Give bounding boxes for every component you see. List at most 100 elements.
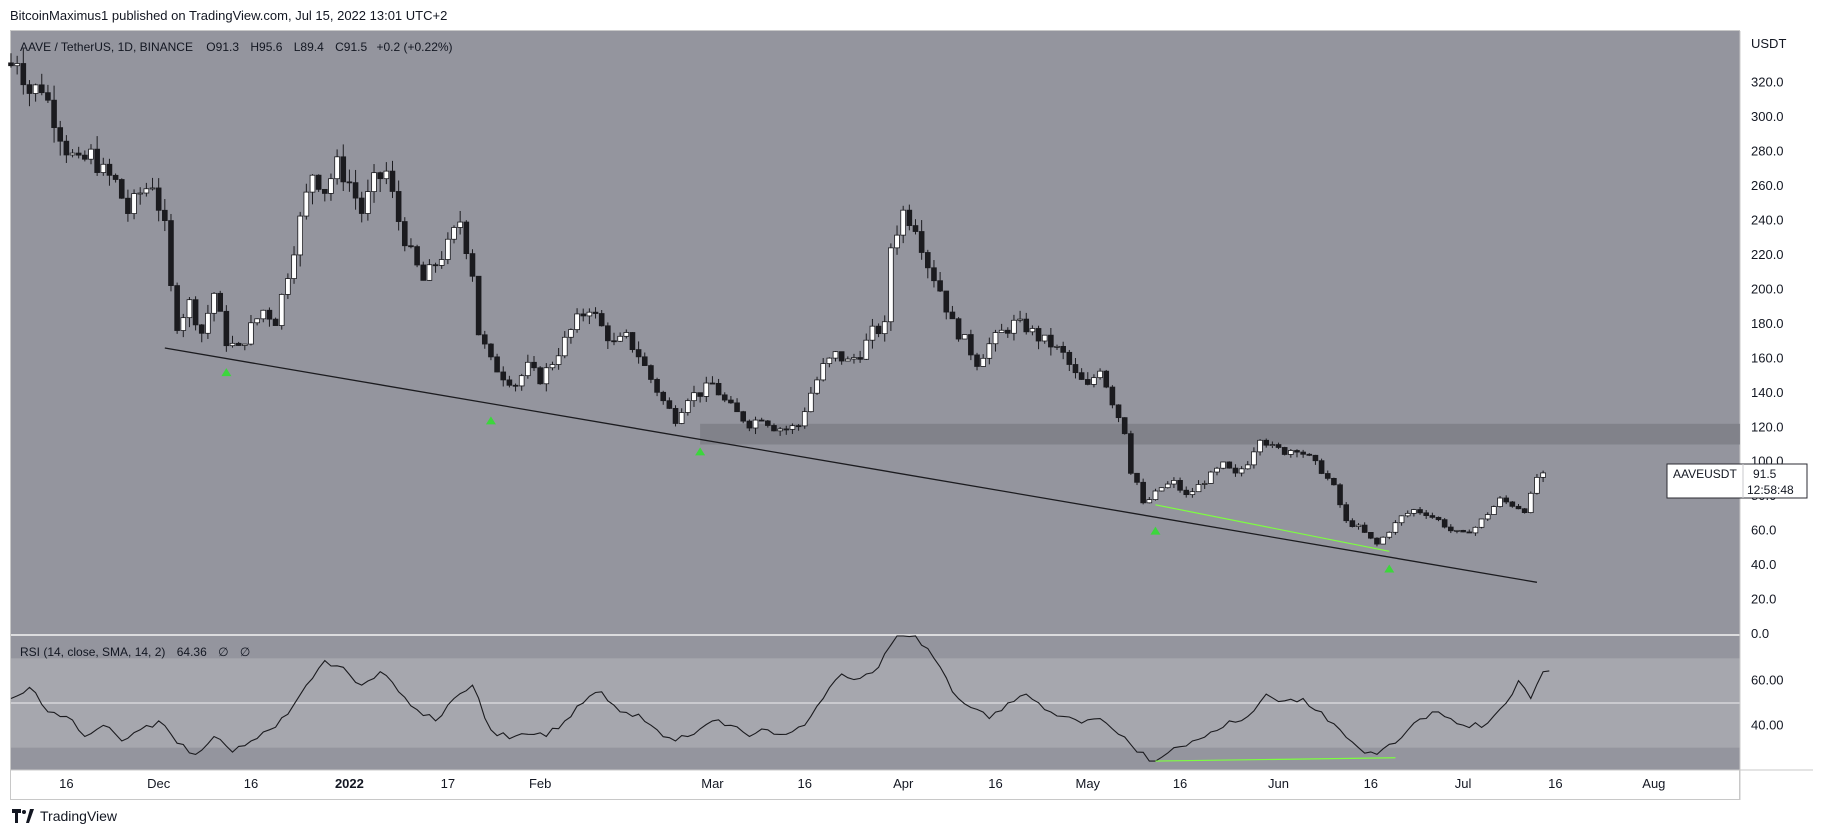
candle-body (186, 299, 193, 319)
candle-body (814, 379, 820, 394)
candle (481, 330, 488, 349)
candle (888, 243, 894, 331)
candle (746, 419, 753, 432)
candle-body (106, 163, 113, 176)
candle-body (1152, 490, 1159, 501)
candle (94, 136, 100, 176)
candle (463, 220, 470, 260)
candle (395, 180, 402, 231)
candle-body (408, 245, 414, 248)
chart-canvas[interactable]: 0.020.040.060.080.0100.0120.0140.0160.01… (0, 0, 1824, 800)
candle (1023, 312, 1030, 335)
candle (1392, 520, 1399, 535)
support-markers (221, 368, 1395, 573)
candle-body (875, 325, 882, 335)
candle-body (205, 312, 211, 334)
candle-body (260, 309, 267, 320)
candle-body (611, 340, 617, 343)
candle-body (906, 209, 913, 226)
candle (494, 353, 500, 373)
candle-body (414, 246, 420, 266)
time-axis-tick-label: Jul (1455, 776, 1472, 791)
candle-body (1380, 536, 1386, 545)
candle-body (1066, 351, 1073, 365)
candle (1152, 488, 1159, 501)
candle (1521, 507, 1528, 514)
candle (1171, 477, 1177, 489)
candle-body (395, 191, 402, 222)
candle (358, 191, 365, 223)
candle (149, 177, 156, 191)
candle-body (346, 181, 353, 184)
candle-body (660, 391, 667, 402)
candle-body (740, 411, 747, 422)
candle (82, 150, 88, 162)
candle-body (451, 227, 457, 240)
candle-body (278, 294, 285, 326)
candle-body (1134, 472, 1140, 483)
candle-body (598, 313, 605, 327)
candle-body (137, 192, 144, 195)
candle-body (309, 174, 316, 193)
candle (863, 333, 870, 361)
candle-body (1429, 515, 1436, 518)
candle (851, 353, 857, 364)
candle (685, 398, 691, 416)
candle (845, 356, 851, 362)
plot-background (11, 31, 1814, 800)
candle (1158, 487, 1165, 492)
candle-body (1509, 501, 1516, 507)
candle-body (1349, 520, 1356, 527)
candle-body (1534, 476, 1540, 494)
candle-body (685, 400, 691, 413)
candle (334, 149, 340, 185)
candle (137, 187, 144, 205)
candle (315, 174, 322, 192)
candle-body (1312, 454, 1319, 462)
candle-body (1374, 537, 1380, 545)
candle (469, 249, 476, 282)
candle-body (1275, 444, 1282, 448)
candle (432, 262, 439, 273)
candle (1417, 506, 1423, 515)
candle (1343, 502, 1350, 524)
candle (1324, 470, 1331, 481)
candle-body (1503, 497, 1509, 503)
candle-body (162, 209, 168, 221)
candle-body (1263, 439, 1270, 446)
resistance-zone (700, 423, 1740, 445)
candle-body (118, 179, 125, 199)
candle-body (1294, 450, 1300, 453)
candle-body (32, 84, 39, 94)
candle-body (445, 238, 451, 260)
candle-body (1368, 532, 1374, 539)
legend-close-key: C (335, 40, 344, 54)
footer-brand[interactable]: TradingView (12, 808, 117, 824)
candle (500, 366, 507, 387)
candle (1466, 529, 1473, 534)
candle-body (432, 264, 439, 267)
candle (543, 363, 550, 392)
time-axis-tick-label: 16 (1548, 776, 1562, 791)
candle-body (894, 234, 900, 249)
candle (106, 158, 113, 186)
candle-body (1072, 364, 1079, 374)
footer-brand-label: TradingView (40, 808, 118, 824)
time-axis-tick-label: 16 (798, 776, 812, 791)
candle (38, 73, 45, 96)
rsi-axis-tick-label: 40.00 (1751, 717, 1784, 732)
candle-body (217, 292, 224, 312)
candle-body (943, 290, 950, 313)
candle (568, 328, 574, 344)
price-axis-tick-label: 320.0 (1751, 75, 1784, 90)
candle (1337, 483, 1343, 508)
candle-body (746, 420, 753, 429)
candle (777, 426, 783, 436)
candle (974, 352, 980, 371)
candle-body (94, 148, 100, 173)
candle-body (1084, 379, 1091, 385)
candle-body (352, 182, 359, 199)
candle (1097, 368, 1103, 380)
legend-open-key: O (206, 40, 215, 54)
candle-body (51, 99, 57, 129)
